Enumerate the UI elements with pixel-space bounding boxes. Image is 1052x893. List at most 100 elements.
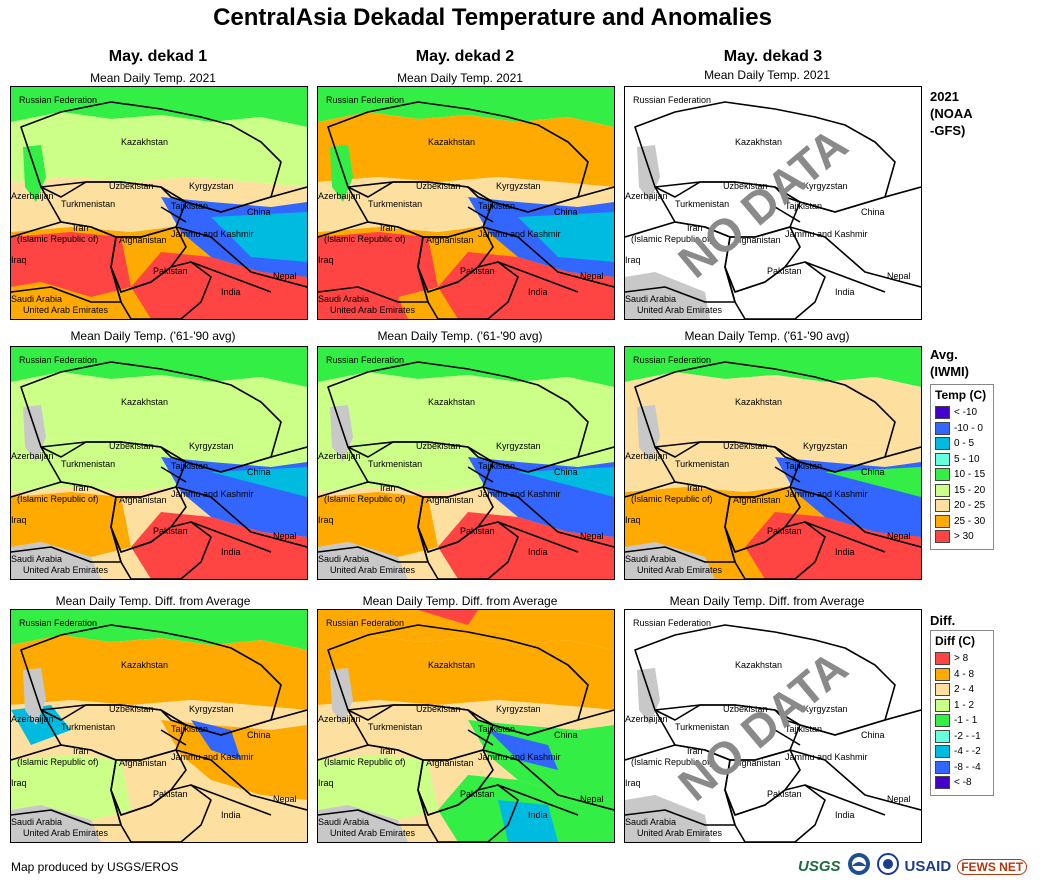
temperature-legend-item: 0 - 5 bbox=[935, 436, 989, 452]
map-label: Pakistan bbox=[153, 789, 188, 799]
map-label: Iraq bbox=[318, 255, 334, 265]
temperature-legend-swatch bbox=[935, 406, 950, 420]
tajik-kyrgyz-border bbox=[160, 446, 187, 483]
map-2021-dekad-2: Russian Federation Kazakhstan Uzbekistan Ky… bbox=[317, 86, 615, 320]
difference-legend-label: -4 - -2 bbox=[954, 746, 981, 758]
map-label: Jammu and Kashmir bbox=[478, 229, 561, 239]
map-label: Afghanistan bbox=[426, 235, 474, 245]
map-label: Turkmenistan bbox=[61, 199, 115, 209]
map-canvas: Russian Federation Kazakhstan Uzbekistan Ky… bbox=[11, 347, 307, 579]
difference-legend-label: > 8 bbox=[954, 653, 969, 665]
subtitle-diff-d2: Mean Daily Temp. Diff. from Average bbox=[362, 594, 558, 608]
usgs-logo: USGS bbox=[798, 858, 841, 875]
map-label: Kazakhstan bbox=[428, 397, 475, 407]
temperature-legend-swatch bbox=[935, 514, 950, 528]
china-india-border bbox=[175, 186, 307, 293]
map-label: Uzbekistan bbox=[723, 181, 768, 191]
tajik-kyrgyz-border bbox=[467, 186, 494, 223]
map-label: China bbox=[554, 730, 578, 740]
map-label: Azerbaijan bbox=[11, 714, 54, 724]
difference-legend-item: -4 - -2 bbox=[935, 744, 989, 760]
arabian-peninsula bbox=[625, 795, 710, 842]
iran-border bbox=[11, 744, 122, 826]
difference-legend-label: -2 - -1 bbox=[954, 730, 981, 742]
map-label: Tajikistan bbox=[478, 201, 515, 211]
subtitle-2021-d3: Mean Daily Temp. 2021 bbox=[704, 68, 830, 82]
map-label: Pakistan bbox=[460, 789, 495, 799]
map-label: Pakistan bbox=[767, 526, 802, 536]
fews-net-logo: FEWS NET bbox=[957, 858, 1028, 875]
map-label: India bbox=[528, 547, 548, 557]
map-label: Kyrgyzstan bbox=[189, 704, 234, 714]
map-label: Turkmenistan bbox=[675, 459, 729, 469]
map-label: Iran bbox=[380, 223, 396, 233]
map-label: Nepal bbox=[273, 794, 297, 804]
map-label: Russian Federation bbox=[326, 355, 404, 365]
caspian-sea bbox=[637, 668, 660, 725]
tajik-kyrgyz-border bbox=[160, 186, 187, 223]
map-label: China bbox=[861, 207, 885, 217]
pakistan-border bbox=[724, 521, 826, 579]
map-label: Russian Federation bbox=[326, 618, 404, 628]
difference-legend-item: 2 - 4 bbox=[935, 682, 989, 698]
arabian-peninsula bbox=[625, 272, 710, 319]
map-label: Turkmenistan bbox=[675, 722, 729, 732]
caspian-sea bbox=[23, 145, 46, 202]
map-label: Tajikistan bbox=[785, 724, 822, 734]
subtitle-avg-d2: Mean Daily Temp. ('61-'90 avg) bbox=[377, 329, 543, 343]
temperature-legend-item: > 30 bbox=[935, 529, 989, 545]
map-label: Jammu and Kashmir bbox=[171, 752, 254, 762]
temperature-legend-swatch bbox=[935, 452, 950, 466]
map-label: India bbox=[528, 287, 548, 297]
map-label: Azerbaijan bbox=[625, 714, 668, 724]
map-label: Azerbaijan bbox=[318, 191, 361, 201]
map-label: Russian Federation bbox=[633, 95, 711, 105]
difference-legend-label: 2 - 4 bbox=[954, 684, 975, 696]
map-label: Kyrgyzstan bbox=[803, 181, 848, 191]
map-label: China bbox=[861, 467, 885, 477]
map-label: Saudi Arabia bbox=[318, 294, 369, 304]
temperature-legend-item: 5 - 10 bbox=[935, 452, 989, 468]
temperature-legend-item: 20 - 25 bbox=[935, 498, 989, 514]
map-label: Iraq bbox=[11, 515, 27, 525]
map-label: China bbox=[247, 207, 271, 217]
pakistan-border bbox=[110, 521, 212, 579]
map-canvas: Russian Federation Kazakhstan Uzbekistan Ky… bbox=[318, 87, 614, 319]
map-label: Kazakhstan bbox=[735, 397, 782, 407]
map-canvas: Russian Federation Kazakhstan Uzbekistan Ky… bbox=[625, 87, 921, 319]
map-label: Uzbekistan bbox=[416, 181, 461, 191]
map-label: China bbox=[247, 467, 271, 477]
map-label: Uzbekistan bbox=[416, 704, 461, 714]
difference-legend-item: 4 - 8 bbox=[935, 667, 989, 683]
map-label: Iran bbox=[687, 223, 703, 233]
map-label: Turkmenistan bbox=[368, 459, 422, 469]
difference-legend-label: 1 - 2 bbox=[954, 699, 975, 711]
map-avg-dekad-3: Russian Federation Kazakhstan Uzbekistan Ky… bbox=[624, 346, 922, 580]
column-header-dekad-1: May. dekad 1 bbox=[108, 48, 208, 65]
temperature-legend-item: 10 - 15 bbox=[935, 467, 989, 483]
map-label: Tajikistan bbox=[171, 201, 208, 211]
map-label: Afghanistan bbox=[733, 758, 781, 768]
caspian-sea bbox=[23, 405, 46, 462]
difference-legend-swatch bbox=[935, 729, 950, 743]
map-label: (Islamic Republic of) bbox=[324, 234, 406, 244]
china-india-border bbox=[175, 709, 307, 816]
temperature-legend-title: Temp (C) bbox=[935, 388, 987, 402]
map-label: Iraq bbox=[625, 255, 641, 265]
difference-legend-item: < -8 bbox=[935, 775, 989, 791]
map-label: United Arab Emirates bbox=[330, 305, 416, 315]
temperature-legend-label: 10 - 15 bbox=[954, 469, 986, 481]
temperature-legend-item: 15 - 20 bbox=[935, 483, 989, 499]
temperature-legend-item: 25 - 30 bbox=[935, 514, 989, 530]
difference-legend-swatch bbox=[935, 760, 950, 774]
map-label: Turkmenistan bbox=[675, 199, 729, 209]
map-label: Iraq bbox=[318, 778, 334, 788]
map-label: Tajikistan bbox=[478, 461, 515, 471]
caspian-sea bbox=[23, 668, 46, 725]
map-label: Kazakhstan bbox=[121, 660, 168, 670]
map-label: Azerbaijan bbox=[11, 191, 54, 201]
map-label: Iraq bbox=[11, 778, 27, 788]
tajik-kyrgyz-border bbox=[467, 709, 494, 746]
subtitle-diff-d1: Mean Daily Temp. Diff. from Average bbox=[55, 594, 251, 608]
subtitle-avg-d3: Mean Daily Temp. ('61-'90 avg) bbox=[684, 329, 850, 343]
